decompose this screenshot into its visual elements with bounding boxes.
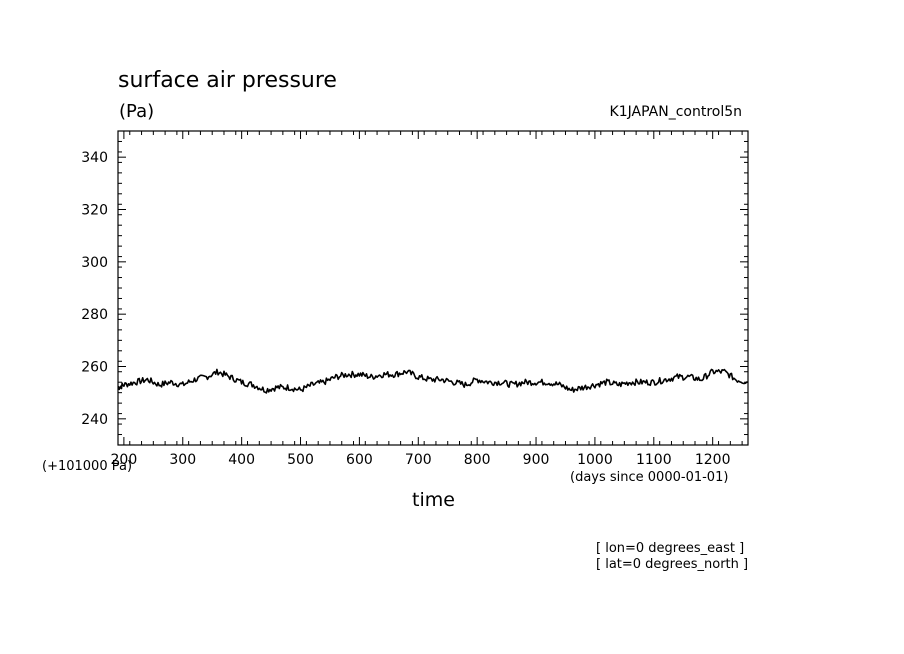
run-name-label: K1JAPAN_control5n <box>609 104 742 120</box>
y-tick-label: 320 <box>81 203 108 219</box>
x-tick-label: 900 <box>523 452 550 468</box>
x-tick-label: 1100 <box>636 452 672 468</box>
y-tick-label: 260 <box>81 360 108 376</box>
series-line <box>117 368 749 394</box>
unit-label: (Pa) <box>119 101 155 122</box>
x-tick-label: 400 <box>228 452 255 468</box>
y-tick-label: 300 <box>81 255 108 271</box>
x-tick-label: 300 <box>169 452 196 468</box>
x-tick-label: 700 <box>405 452 432 468</box>
lon-note: [ lon=0 degrees_east ] <box>596 541 745 556</box>
x-tick-label: 200 <box>111 452 138 468</box>
chart-title: surface air pressure <box>118 68 337 93</box>
y-tick-label: 340 <box>81 150 108 166</box>
axis-ticks <box>117 130 748 446</box>
y-offset-label: (+101000 Pa) <box>42 459 133 474</box>
x-tick-label: 500 <box>287 452 314 468</box>
x-tick-label: 1200 <box>695 452 731 468</box>
x-axis-title: time <box>412 489 455 511</box>
x-tick-label: 1000 <box>577 452 613 468</box>
x-unit-label: (days since 0000-01-01) <box>570 470 729 485</box>
lat-note: [ lat=0 degrees_north ] <box>596 557 749 572</box>
plot-frame <box>117 130 749 446</box>
x-tick-label: 800 <box>464 452 491 468</box>
tick-labels: 200 300 400 500 600 700 800 900 1000 1100 1200 240 2… <box>81 150 730 468</box>
y-tick-label: 280 <box>81 307 108 323</box>
x-tick-label: 600 <box>346 452 373 468</box>
y-tick-label: 240 <box>81 412 108 428</box>
